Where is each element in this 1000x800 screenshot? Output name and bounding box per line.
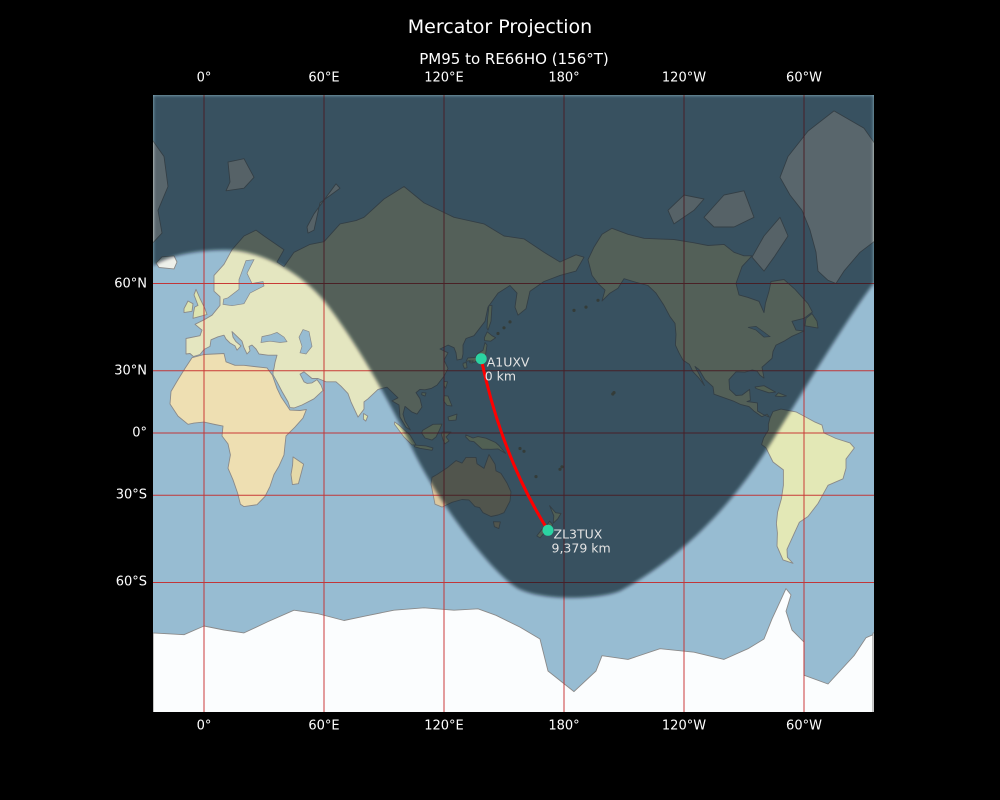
tick-top-120°W: 120°W	[661, 70, 707, 86]
land-baffin	[32, 217, 68, 271]
land-south-america	[761, 408, 855, 564]
land-north-america	[0, 228, 92, 417]
lake-caspian-sea	[298, 329, 313, 355]
land-ireland	[183, 300, 194, 314]
tick-left-30°N: 30°N	[114, 363, 147, 379]
tick-bottom-0°: 0°	[196, 718, 212, 734]
station-distance-A1UXV: 0 km	[485, 369, 516, 384]
station-marker-A1UXV	[475, 353, 487, 365]
tick-top-0°: 0°	[196, 70, 212, 86]
lake-baltic-sea	[943, 260, 984, 306]
tick-left-30°S: 30°S	[115, 487, 147, 503]
tick-left-60°S: 60°S	[115, 574, 147, 590]
lake-baltic-sea	[222, 259, 265, 307]
tick-left-0°: 0°	[132, 425, 147, 441]
tick-bottom-60°E: 60°E	[308, 718, 340, 734]
tick-left-60°N: 60°N	[114, 276, 147, 292]
land-eurasia	[906, 187, 1000, 431]
great-circle-path	[479, 357, 550, 532]
land-antarctica	[872, 632, 874, 712]
tick-bottom-60°W: 60°W	[786, 718, 822, 734]
land-south-america	[42, 409, 135, 563]
lake-black-sea	[260, 332, 288, 343]
tick-bottom-120°W: 120°W	[661, 718, 707, 734]
land-newfoundland	[85, 314, 98, 329]
land-antarctica	[153, 588, 874, 712]
land-uk	[913, 289, 927, 318]
tick-bottom-120°E: 120°E	[424, 718, 464, 734]
station-distance-ZL3TUX: 9,379 km	[552, 540, 611, 555]
lake-great-lakes	[28, 326, 50, 337]
land-iceland	[876, 256, 897, 269]
tick-top-180°: 180°	[548, 70, 580, 86]
land-sri-lanka	[362, 413, 369, 422]
tick-top-60°W: 60°W	[786, 70, 822, 86]
land-africa	[890, 354, 1000, 507]
land-hispaniola	[55, 393, 66, 397]
lake-black-sea	[981, 332, 1000, 342]
tick-top-60°E: 60°E	[308, 70, 340, 86]
land-ireland	[904, 301, 913, 313]
land-antarctica	[153, 634, 154, 712]
tick-bottom-180°: 180°	[548, 718, 580, 734]
station-callsign-A1UXV: A1UXV	[487, 355, 530, 370]
land-cuba	[35, 386, 56, 393]
land-arctic-island-1	[0, 191, 34, 227]
station-marker-ZL3TUX	[542, 524, 554, 536]
route-subtitle: PM95 to RE66HO (156°T)	[419, 50, 609, 68]
figure-title: Mercator Projection	[407, 16, 593, 38]
land-greenland	[153, 140, 169, 244]
tick-top-120°E: 120°E	[424, 70, 464, 86]
station-callsign-ZL3TUX: ZL3TUX	[554, 526, 603, 541]
land-madagascar	[290, 456, 305, 486]
night-terminator-overlay	[153, 95, 874, 598]
land-svalbard	[946, 159, 974, 191]
